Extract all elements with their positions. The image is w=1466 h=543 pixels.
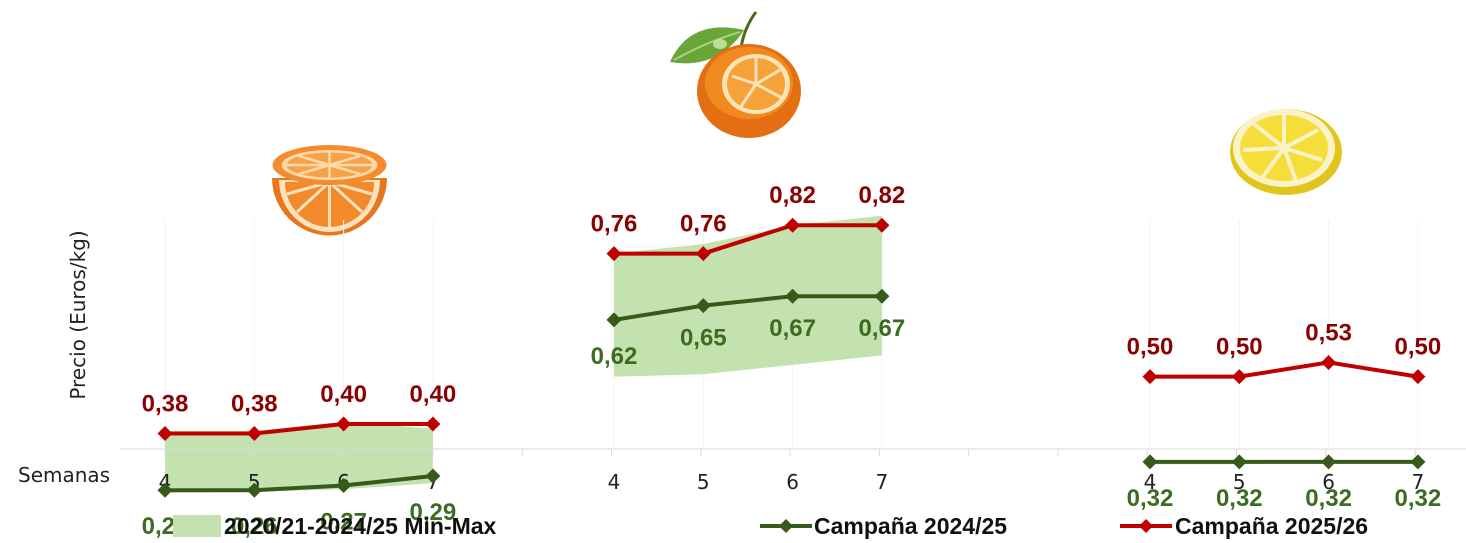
- campaign-2024-25-marker: [425, 468, 441, 484]
- campaign-2024-25-marker: [1142, 454, 1158, 470]
- legend-line2-label: Campaña 2025/26: [1175, 513, 1368, 539]
- campaign-2024-25-data-label: 0,67: [859, 315, 906, 342]
- lemon-icon: [1230, 109, 1342, 195]
- legend: 2020/21-2024/25 Min-Max Campaña 2024/25 …: [173, 513, 1368, 539]
- campaign-2025-26-data-label: 0,82: [769, 182, 816, 209]
- min-max-bands: [164, 215, 1419, 493]
- legend-line1-label: Campaña 2024/25: [814, 513, 1007, 539]
- min-max-band: [614, 215, 882, 377]
- campaign-2025-26-data-label: 0,50: [1395, 334, 1442, 361]
- campaign-2025-26-data-label: 0,76: [680, 211, 727, 238]
- campaign-2024-25-data-label: 0,32: [1395, 485, 1442, 512]
- campaign-2025-26-line: [1150, 360, 1419, 379]
- campaign-2024-25-marker: [1321, 454, 1337, 470]
- campaign-2024-25-data-label: 0,67: [769, 315, 816, 342]
- campaign-2025-26-marker: [874, 217, 890, 233]
- campaign-2025-26-data-label: 0,50: [1127, 334, 1174, 361]
- legend-line2-marker: [1139, 519, 1153, 533]
- campaign-2025-26-data-label: 0,38: [142, 390, 189, 417]
- legend-line1-marker: [779, 519, 793, 533]
- campaign-2024-25-marker: [785, 288, 801, 304]
- campaign-2024-25-marker: [336, 478, 352, 494]
- x-tick-label: 4: [608, 470, 621, 494]
- campaign-2024-25-marker: [874, 288, 890, 304]
- x-axis-label: Semanas: [18, 463, 110, 487]
- campaign-2025-26-data-label: 0,50: [1216, 334, 1263, 361]
- campaign-2024-25-data-label: 0,27: [320, 509, 367, 536]
- campaign-2025-26-line: [165, 421, 433, 436]
- campaign-2024-25-marker: [157, 482, 173, 498]
- campaign-2024-25-marker: [1231, 454, 1247, 470]
- campaign-2024-25-data-label: 0,62: [591, 343, 638, 370]
- orange-half-icon: [272, 145, 387, 236]
- campaign-2024-25-data-label: 0,32: [1216, 485, 1263, 512]
- campaign-2025-26-marker: [695, 246, 711, 262]
- campaign-2024-25-data-label: 0,65: [680, 325, 727, 352]
- campaign-2025-26-line: [614, 223, 882, 256]
- campaign-2025-26-marker: [157, 425, 173, 441]
- y-axis-label: Precio (Euros/kg): [66, 230, 90, 399]
- legend-band-label: 2020/21-2024/25 Min-Max: [224, 513, 497, 539]
- campaign-2025-26-marker: [785, 217, 801, 233]
- campaign-2024-25-marker: [1410, 454, 1426, 470]
- campaign-2025-26-marker: [1410, 369, 1426, 385]
- legend-band-swatch: [173, 515, 221, 537]
- campaign-2025-26-marker: [606, 246, 622, 262]
- series-lines: [157, 217, 1426, 498]
- campaign-2025-26-marker: [425, 416, 441, 432]
- campaign-2025-26-data-label: 0,40: [410, 381, 457, 408]
- campaign-2024-25-marker: [246, 482, 262, 498]
- x-tick-label: 7: [876, 470, 889, 494]
- campaign-2024-25-line: [165, 474, 434, 493]
- campaign-2025-26-marker: [336, 416, 352, 432]
- campaign-2025-26-data-label: 0,40: [320, 381, 367, 408]
- campaign-2024-25-data-label: 0,29: [410, 499, 457, 526]
- campaign-2024-25-marker: [695, 298, 711, 314]
- campaign-2025-26-data-label: 0,76: [591, 211, 638, 238]
- mandarin-icon: [670, 11, 801, 138]
- x-tick-label: 5: [697, 470, 710, 494]
- x-tick-label: 6: [1322, 470, 1335, 494]
- x-tick-label: 7: [1412, 470, 1425, 494]
- campaign-2025-26-data-label: 0,53: [1305, 319, 1352, 346]
- campaign-2025-26-data-label: 0,82: [859, 182, 906, 209]
- min-max-band: [165, 421, 433, 493]
- campaign-2024-25-data-label: 0,32: [1305, 485, 1352, 512]
- campaign-2024-25-data-label: 0,26: [231, 513, 278, 540]
- campaign-2024-25-marker: [606, 312, 622, 328]
- x-tick-label: 6: [786, 470, 799, 494]
- campaign-2025-26-marker: [1142, 369, 1158, 385]
- x-tick-label: 5: [1233, 470, 1246, 494]
- campaign-2024-25-line: [613, 294, 882, 322]
- campaign-2025-26-marker: [1231, 369, 1247, 385]
- campaign-2025-26-marker: [1321, 354, 1337, 370]
- campaign-2024-25-data-label: 0,32: [1127, 485, 1174, 512]
- x-tick-label: 4: [1144, 470, 1157, 494]
- campaign-2025-26-data-label: 0,38: [231, 390, 278, 417]
- campaign-2025-26-marker: [246, 425, 262, 441]
